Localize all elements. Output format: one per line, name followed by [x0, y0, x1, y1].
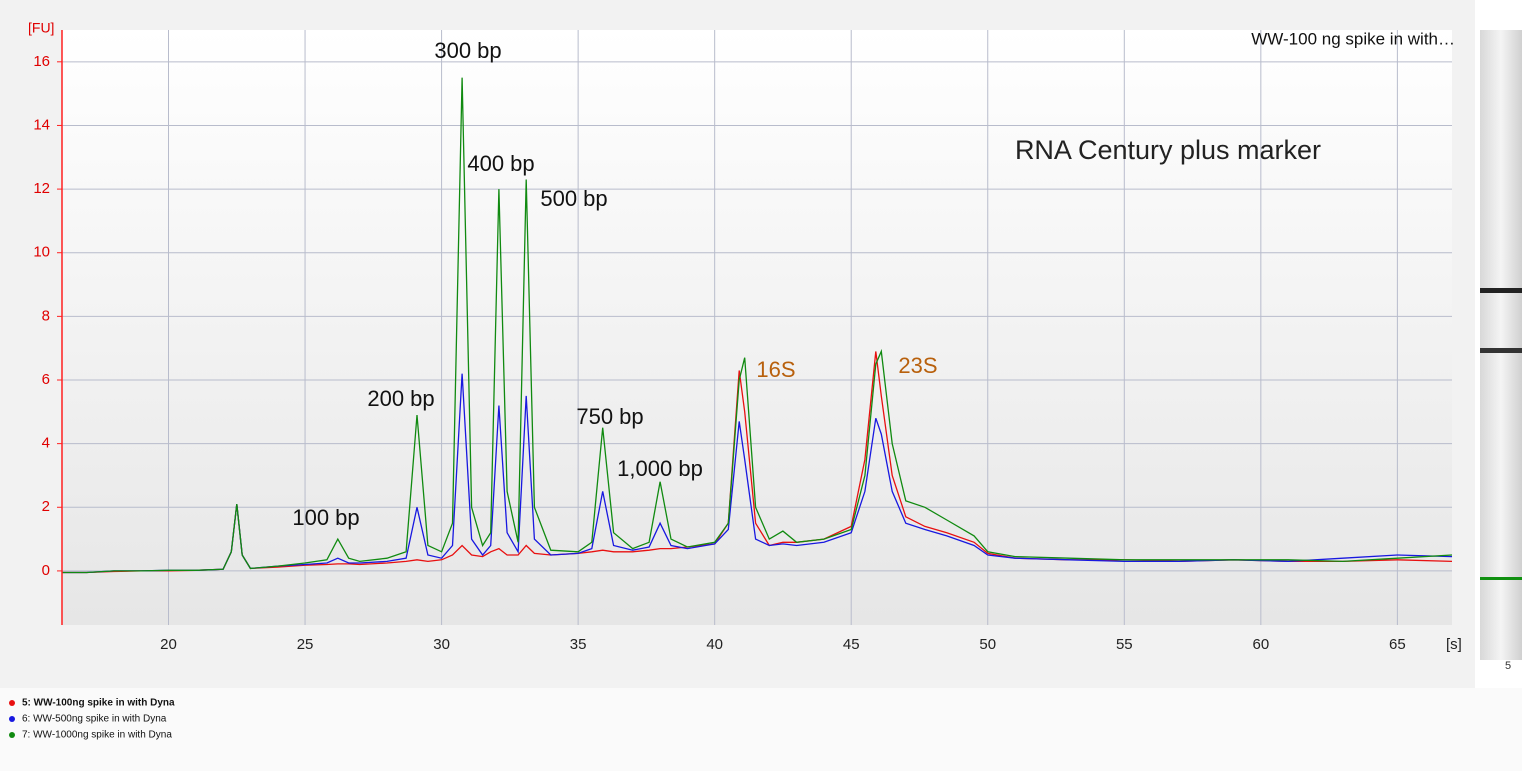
sample-label: WW-100 ng spike in with… [1251, 29, 1455, 48]
x-tick-label: 50 [979, 636, 996, 653]
gel-band [1480, 288, 1522, 293]
y-tick-label: 2 [42, 498, 50, 515]
y-tick-label: 6 [42, 371, 50, 388]
x-tick-label: 30 [433, 636, 450, 653]
annotation: 500 bp [540, 186, 607, 211]
legend-marker [9, 700, 15, 706]
annotation: 23S [898, 353, 937, 378]
y-axis-label: [FU] [28, 20, 54, 36]
y-tick-label: 4 [42, 435, 50, 452]
annotation: 200 bp [367, 386, 434, 411]
x-tick-label: 45 [843, 636, 860, 653]
plot-area [62, 30, 1452, 625]
x-tick-label: 55 [1116, 636, 1133, 653]
legend-label: 7: WW-1000ng spike in with Dyna [22, 730, 172, 741]
annotation: 1,000 bp [617, 456, 703, 481]
y-tick-label: 12 [33, 180, 50, 197]
gel-band [1480, 348, 1522, 353]
x-tick-label: 20 [160, 636, 177, 653]
y-tick-label: 16 [33, 53, 50, 70]
annotation: 300 bp [434, 38, 501, 63]
x-tick-label: 25 [297, 636, 314, 653]
page: 5 [FU] [s] WW-100 ng spike in with… 0 2 4 6… [0, 0, 1522, 771]
legend-marker [9, 716, 15, 722]
legend-label: 5: WW-100ng spike in with Dyna [22, 698, 175, 709]
legend-marker [9, 732, 15, 738]
y-tick-label: 10 [33, 244, 50, 261]
chart: 5 [FU] [s] WW-100 ng spike in with… 0 2 4 6… [0, 0, 1522, 771]
x-tick-label: 40 [706, 636, 723, 653]
legend-panel [0, 688, 1522, 771]
x-axis-label: [s] [1446, 636, 1462, 653]
annotation: RNA Century plus marker [1015, 135, 1321, 165]
y-tick-label: 8 [42, 307, 50, 324]
legend-label: 6: WW-500ng spike in with Dyna [22, 714, 167, 725]
annotation: 400 bp [467, 151, 534, 176]
y-tick-label: 14 [33, 116, 50, 133]
annotation: 16S [756, 357, 795, 382]
x-tick-label: 35 [570, 636, 587, 653]
x-tick-label: 65 [1389, 636, 1406, 653]
gel-lane [1480, 30, 1522, 660]
gel-lane-label: 5 [1505, 660, 1511, 672]
y-tick-label: 0 [42, 562, 50, 579]
annotation: 100 bp [292, 505, 359, 530]
gel-marker [1480, 577, 1522, 580]
annotation: 750 bp [576, 404, 643, 429]
x-tick-label: 60 [1252, 636, 1269, 653]
